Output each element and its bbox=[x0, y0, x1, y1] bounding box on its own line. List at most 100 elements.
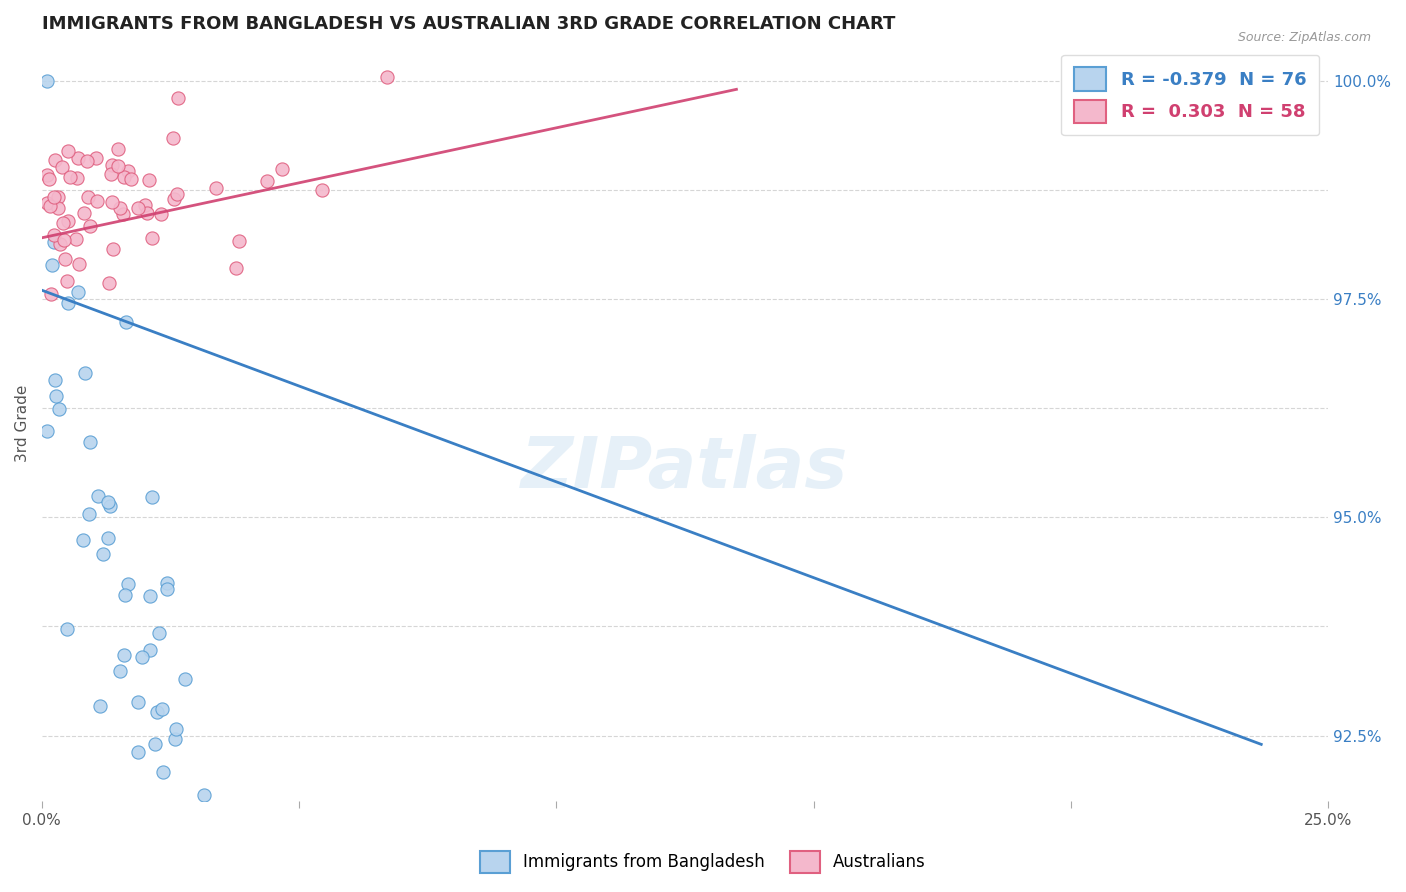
Point bbox=[145, 737, 167, 751]
Point bbox=[100, 194, 122, 209]
Point bbox=[294, 842, 316, 856]
Point bbox=[245, 842, 267, 856]
Point bbox=[67, 257, 90, 271]
Point bbox=[235, 842, 257, 856]
Point bbox=[193, 788, 215, 802]
Point bbox=[66, 285, 89, 299]
Point bbox=[117, 577, 139, 591]
Point bbox=[146, 705, 169, 719]
Point bbox=[170, 842, 193, 856]
Point bbox=[59, 169, 82, 184]
Text: ZIPatlas: ZIPatlas bbox=[522, 434, 849, 503]
Point bbox=[44, 153, 66, 167]
Point bbox=[228, 234, 250, 248]
Point bbox=[120, 172, 142, 186]
Point bbox=[464, 842, 486, 856]
Point bbox=[149, 207, 172, 221]
Point bbox=[571, 842, 593, 856]
Point bbox=[35, 425, 58, 439]
Point bbox=[89, 699, 111, 714]
Point bbox=[111, 207, 134, 221]
Legend: Immigrants from Bangladesh, Australians: Immigrants from Bangladesh, Australians bbox=[474, 845, 932, 880]
Point bbox=[152, 764, 174, 779]
Point bbox=[117, 164, 139, 178]
Point bbox=[457, 842, 479, 856]
Point bbox=[311, 183, 333, 197]
Point bbox=[274, 842, 297, 856]
Point bbox=[56, 214, 79, 228]
Point bbox=[166, 91, 188, 105]
Point bbox=[148, 625, 170, 640]
Point bbox=[41, 258, 63, 272]
Point bbox=[87, 489, 110, 503]
Point bbox=[134, 198, 156, 212]
Point bbox=[77, 507, 100, 521]
Point bbox=[238, 842, 260, 856]
Point bbox=[103, 242, 125, 256]
Point bbox=[256, 174, 278, 188]
Point bbox=[42, 235, 65, 249]
Point bbox=[97, 495, 120, 509]
Point bbox=[259, 842, 281, 856]
Point bbox=[136, 206, 159, 220]
Point bbox=[195, 842, 218, 856]
Point bbox=[72, 533, 94, 547]
Point bbox=[42, 190, 65, 204]
Point bbox=[73, 366, 96, 380]
Point bbox=[174, 673, 197, 687]
Point bbox=[97, 531, 120, 545]
Point bbox=[86, 194, 108, 209]
Point bbox=[114, 588, 136, 602]
Point bbox=[165, 732, 187, 747]
Point bbox=[100, 158, 122, 172]
Point bbox=[165, 842, 187, 856]
Point bbox=[65, 231, 87, 245]
Point bbox=[55, 274, 77, 288]
Point bbox=[141, 490, 163, 504]
Point bbox=[79, 434, 101, 449]
Point bbox=[363, 842, 385, 856]
Point bbox=[718, 842, 741, 856]
Point bbox=[229, 842, 252, 856]
Point bbox=[46, 190, 69, 204]
Point bbox=[107, 142, 129, 156]
Point bbox=[591, 842, 613, 856]
Point bbox=[513, 842, 536, 856]
Point bbox=[166, 187, 188, 202]
Point bbox=[142, 842, 165, 856]
Point bbox=[52, 233, 75, 247]
Point bbox=[270, 162, 292, 177]
Point bbox=[139, 589, 162, 603]
Point bbox=[138, 173, 160, 187]
Point bbox=[100, 167, 122, 181]
Point bbox=[76, 154, 98, 169]
Point bbox=[46, 201, 69, 215]
Point bbox=[35, 169, 58, 183]
Point bbox=[53, 252, 76, 266]
Point bbox=[73, 206, 96, 220]
Point bbox=[112, 169, 135, 184]
Point bbox=[131, 650, 153, 665]
Point bbox=[66, 170, 89, 185]
Text: IMMIGRANTS FROM BANGLADESH VS AUSTRALIAN 3RD GRADE CORRELATION CHART: IMMIGRANTS FROM BANGLADESH VS AUSTRALIAN… bbox=[42, 15, 896, 33]
Point bbox=[44, 373, 66, 387]
Point bbox=[67, 151, 90, 165]
Legend: R = -0.379  N = 76, R =  0.303  N = 58: R = -0.379 N = 76, R = 0.303 N = 58 bbox=[1062, 54, 1319, 136]
Point bbox=[370, 842, 392, 856]
Point bbox=[634, 842, 657, 856]
Point bbox=[114, 315, 136, 329]
Point bbox=[39, 199, 62, 213]
Point bbox=[155, 582, 177, 596]
Point bbox=[463, 842, 485, 856]
Point bbox=[205, 180, 228, 194]
Point bbox=[79, 219, 101, 234]
Point bbox=[156, 575, 179, 590]
Point bbox=[45, 389, 67, 403]
Point bbox=[162, 192, 184, 206]
Point bbox=[139, 643, 162, 657]
Point bbox=[224, 842, 246, 856]
Point bbox=[107, 160, 129, 174]
Point bbox=[51, 160, 73, 174]
Point bbox=[304, 842, 326, 856]
Point bbox=[184, 830, 207, 844]
